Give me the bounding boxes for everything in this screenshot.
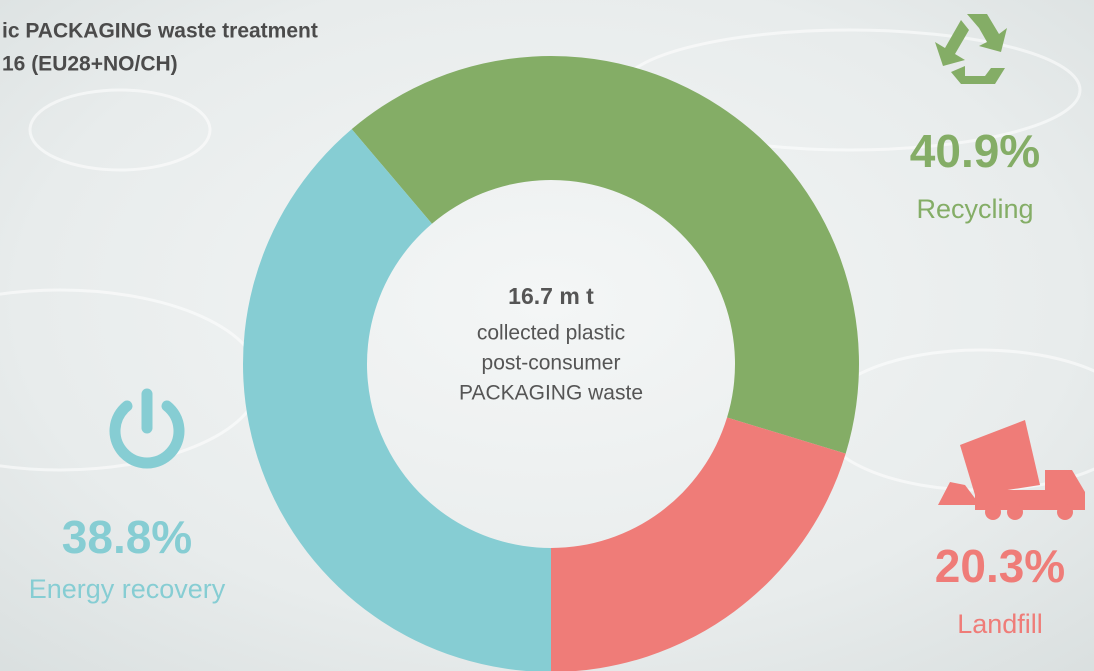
center-value: 16.7 m t [508, 283, 594, 309]
category-label: Recycling [916, 194, 1033, 224]
category-label: Energy recovery [29, 574, 226, 604]
title-line: 16 (EU28+NO/CH) [2, 53, 178, 76]
value-label: 38.8% [62, 511, 192, 563]
center-text: post-consumer [482, 352, 621, 375]
category-label: Landfill [957, 609, 1043, 639]
page: ic PACKAGING waste treatment 16 (EU28+NO… [0, 0, 1094, 671]
value-label: 40.9% [910, 125, 1040, 177]
center-text: collected plastic [477, 322, 625, 345]
chart: ic PACKAGING waste treatment 16 (EU28+NO… [0, 0, 1094, 671]
title-line: ic PACKAGING waste treatment [2, 20, 318, 43]
center-text: PACKAGING waste [459, 382, 643, 405]
value-label: 20.3% [935, 540, 1065, 592]
